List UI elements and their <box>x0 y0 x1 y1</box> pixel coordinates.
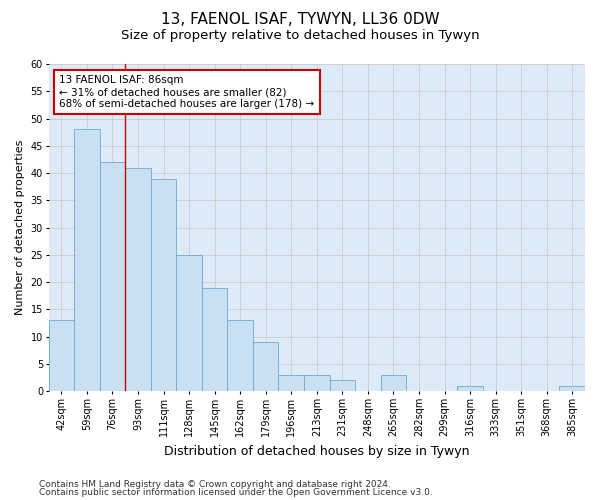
Text: 13, FAENOL ISAF, TYWYN, LL36 0DW: 13, FAENOL ISAF, TYWYN, LL36 0DW <box>161 12 439 28</box>
Bar <box>176 255 202 391</box>
Y-axis label: Number of detached properties: Number of detached properties <box>15 140 25 316</box>
Bar <box>125 168 151 391</box>
Text: Contains HM Land Registry data © Crown copyright and database right 2024.: Contains HM Land Registry data © Crown c… <box>39 480 391 489</box>
Bar <box>253 342 278 391</box>
X-axis label: Distribution of detached houses by size in Tywyn: Distribution of detached houses by size … <box>164 444 470 458</box>
Bar <box>227 320 253 391</box>
Text: Size of property relative to detached houses in Tywyn: Size of property relative to detached ho… <box>121 29 479 42</box>
Bar <box>49 320 74 391</box>
Bar <box>100 162 125 391</box>
Bar <box>278 375 304 391</box>
Bar <box>329 380 355 391</box>
Bar <box>202 288 227 391</box>
Bar <box>457 386 483 391</box>
Bar <box>74 130 100 391</box>
Bar <box>559 386 585 391</box>
Text: 13 FAENOL ISAF: 86sqm
← 31% of detached houses are smaller (82)
68% of semi-deta: 13 FAENOL ISAF: 86sqm ← 31% of detached … <box>59 76 314 108</box>
Bar <box>304 375 329 391</box>
Bar <box>380 375 406 391</box>
Bar <box>151 178 176 391</box>
Text: Contains public sector information licensed under the Open Government Licence v3: Contains public sector information licen… <box>39 488 433 497</box>
